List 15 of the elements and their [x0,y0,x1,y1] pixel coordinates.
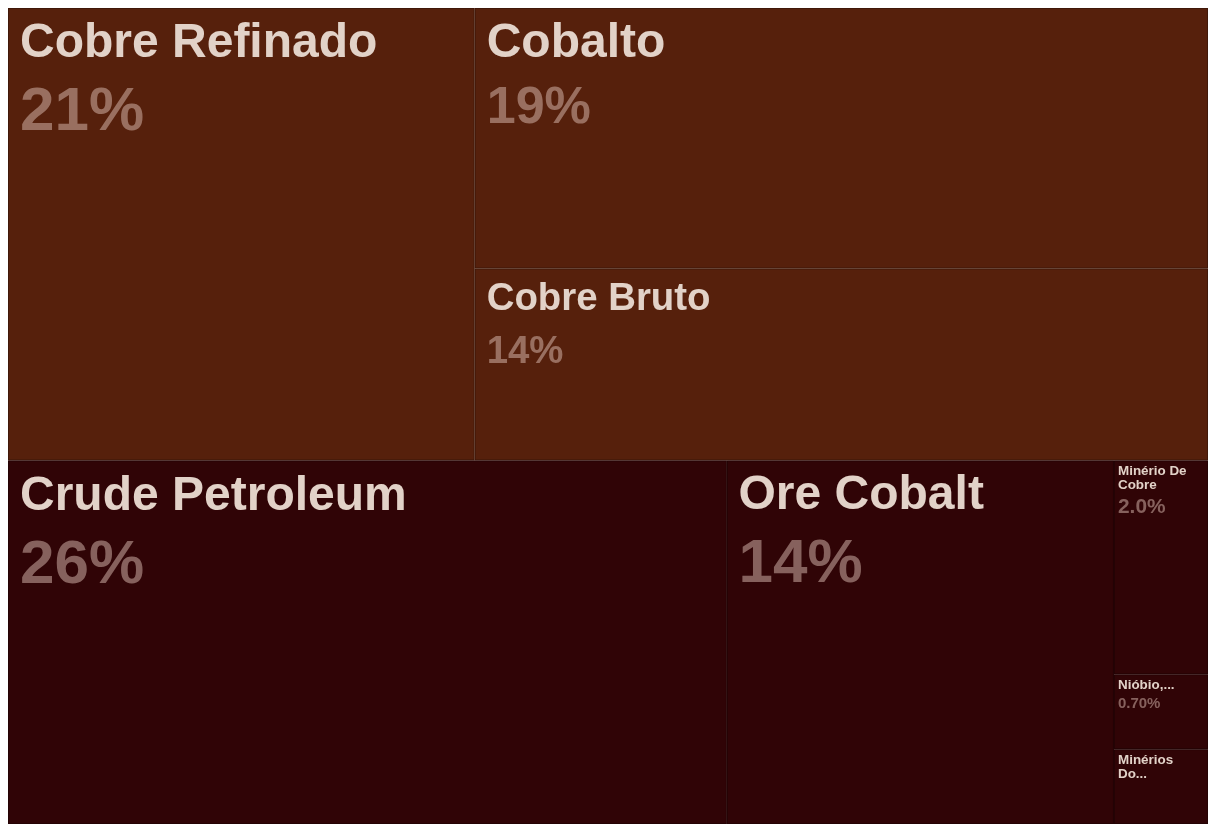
data-label: 2.0% [1117,493,1167,517]
category-label: Minério De Cobre [1117,462,1187,492]
data-label: 0.70% [1117,693,1161,711]
category-label: Nióbio,... [1117,676,1175,692]
data-label: 26% [20,526,145,596]
category-label: Cobre Bruto [486,275,711,319]
data-label: 19% [486,75,591,134]
category-label: Ore Cobalt [738,466,984,520]
category-label: Cobalto [486,14,666,68]
data-label: 21% [20,74,145,144]
category-label: Cobre Refinado [20,14,378,68]
category-label: Crude Petroleum [20,466,407,520]
data-label: 14% [738,526,863,596]
category-label: Minérios Do... [1117,751,1174,781]
data-label: 14% [486,327,564,371]
